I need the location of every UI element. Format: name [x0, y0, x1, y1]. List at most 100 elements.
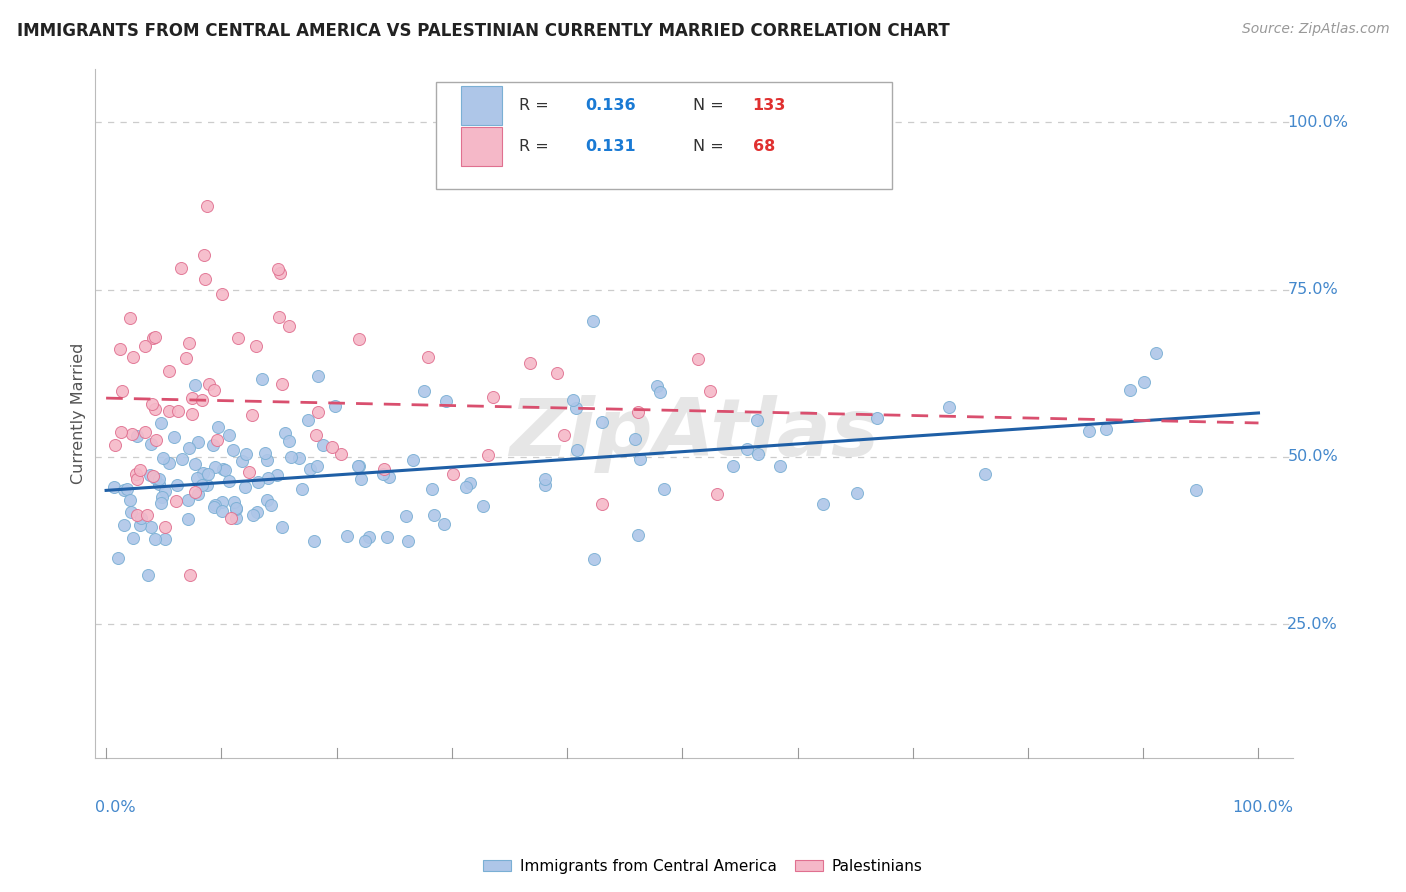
Point — [195, 478, 218, 492]
Point — [706, 487, 728, 501]
Point — [153, 520, 176, 534]
Point — [226, 331, 249, 345]
Point — [224, 495, 246, 509]
Point — [330, 447, 353, 461]
Point — [747, 447, 769, 461]
Point — [1078, 424, 1101, 438]
Point — [416, 350, 439, 364]
Point — [291, 482, 314, 496]
Point — [163, 430, 186, 444]
FancyBboxPatch shape — [436, 82, 891, 189]
Point — [141, 437, 163, 451]
Point — [235, 447, 257, 461]
Text: 0.136: 0.136 — [585, 98, 636, 113]
Text: 50.0%: 50.0% — [1288, 450, 1339, 465]
Point — [202, 500, 225, 515]
Point — [354, 534, 377, 549]
Point — [534, 472, 557, 486]
Point — [627, 405, 650, 419]
Point — [323, 399, 346, 413]
Point — [647, 378, 669, 392]
Point — [938, 400, 960, 414]
Point — [434, 393, 457, 408]
Point — [422, 482, 444, 496]
Point — [304, 534, 326, 549]
Point — [218, 474, 240, 488]
Point — [118, 493, 141, 508]
Point — [624, 432, 647, 446]
Point — [145, 433, 167, 447]
Point — [299, 462, 322, 476]
Point — [165, 494, 187, 508]
Point — [201, 438, 224, 452]
Point — [307, 368, 329, 383]
Point — [591, 497, 613, 511]
Point — [157, 363, 180, 377]
Point — [194, 272, 217, 286]
Point — [135, 508, 157, 523]
Point — [627, 527, 650, 541]
Point — [373, 462, 395, 476]
Point — [271, 377, 294, 392]
Point — [184, 485, 207, 500]
Point — [125, 429, 148, 443]
Point — [134, 339, 156, 353]
Point — [231, 453, 253, 467]
Point — [125, 467, 148, 482]
Point — [180, 392, 202, 406]
Point — [347, 332, 370, 346]
Y-axis label: Currently Married: Currently Married — [72, 343, 86, 484]
Point — [267, 261, 290, 276]
Point — [277, 434, 299, 449]
Point — [456, 480, 478, 494]
Point — [157, 456, 180, 470]
Point — [245, 339, 267, 353]
Point — [359, 530, 381, 544]
Point — [256, 471, 278, 485]
Point — [1144, 346, 1167, 360]
Point — [591, 415, 613, 429]
Point — [768, 458, 790, 473]
Point — [184, 377, 207, 392]
Point — [211, 462, 233, 476]
Point — [143, 329, 166, 343]
Point — [103, 480, 125, 494]
Point — [121, 426, 143, 441]
Point — [120, 506, 142, 520]
Point — [174, 351, 197, 366]
Point — [567, 443, 589, 458]
Point — [582, 314, 605, 328]
Point — [177, 492, 200, 507]
Text: IMMIGRANTS FROM CENTRAL AMERICA VS PALESTINIAN CURRENTLY MARRIED CORRELATION CHA: IMMIGRANTS FROM CENTRAL AMERICA VS PALES… — [17, 22, 949, 40]
Point — [187, 487, 209, 501]
Point — [148, 472, 170, 486]
Point — [246, 506, 269, 520]
Point — [211, 495, 233, 509]
Point — [654, 482, 676, 496]
Point — [179, 568, 201, 582]
Point — [211, 504, 233, 518]
Text: N =: N = — [693, 139, 728, 154]
Point — [129, 463, 152, 477]
Point — [143, 533, 166, 547]
Point — [305, 458, 328, 473]
Point — [378, 469, 401, 483]
Point — [565, 401, 588, 415]
Point — [204, 498, 226, 512]
Point — [207, 420, 229, 434]
Point — [288, 450, 311, 465]
Point — [312, 438, 335, 452]
Point — [297, 413, 319, 427]
Point — [423, 508, 446, 523]
Point — [737, 442, 759, 457]
Point — [745, 413, 768, 427]
Point — [648, 385, 671, 400]
Point — [686, 351, 709, 366]
Point — [396, 533, 419, 548]
Text: 0.0%: 0.0% — [94, 800, 135, 814]
Point — [115, 482, 138, 496]
Point — [242, 508, 264, 523]
Point — [433, 516, 456, 531]
Point — [219, 511, 242, 525]
Point — [562, 393, 585, 408]
